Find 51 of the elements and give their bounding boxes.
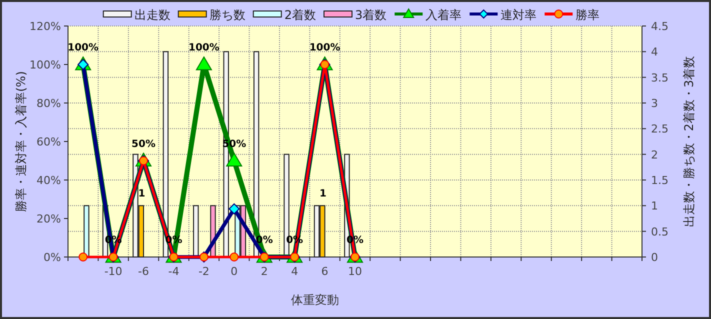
x-tick-label: 10 bbox=[348, 265, 362, 278]
y-axis-title: 勝率・連対率・入着率(%) bbox=[14, 71, 28, 212]
y-tick-label: 80% bbox=[36, 97, 61, 110]
y2-tick-label: 0.5 bbox=[651, 225, 668, 238]
x-axis-title: 体重変動 bbox=[291, 293, 339, 307]
y-tick-label: 40% bbox=[36, 174, 61, 187]
x-tick-label: -2 bbox=[198, 265, 210, 278]
legend-label: 勝ち数 bbox=[209, 8, 246, 22]
data-label: 50% bbox=[132, 138, 156, 150]
x-tick-label: 6 bbox=[321, 265, 328, 278]
point bbox=[78, 252, 88, 262]
data-label: 1 bbox=[138, 188, 146, 200]
legend-label: 勝率 bbox=[576, 8, 600, 22]
bar bbox=[84, 205, 90, 258]
y-tick-label: 0% bbox=[44, 251, 61, 264]
point bbox=[196, 56, 212, 70]
y2-tick-label: 0 bbox=[651, 251, 658, 264]
x-tick-label: 0 bbox=[230, 265, 238, 278]
legend-label: 2着数 bbox=[284, 8, 316, 22]
y-tick-label: 100% bbox=[30, 58, 61, 72]
y2-tick-label: 3.5 bbox=[651, 71, 668, 84]
point bbox=[230, 252, 239, 262]
point bbox=[226, 152, 242, 166]
bar bbox=[193, 205, 199, 258]
x-tick-label: -6 bbox=[138, 265, 150, 278]
x-tick-label: -4 bbox=[168, 265, 180, 278]
x-tick-label: -10 bbox=[104, 265, 122, 278]
legend-label: 出走数 bbox=[134, 8, 170, 22]
data-label: 100% bbox=[309, 42, 340, 54]
data-label: 0% bbox=[165, 235, 182, 246]
y2-tick-label: 4 bbox=[651, 46, 658, 59]
y2-tick-label: 2 bbox=[651, 148, 658, 162]
y2-tick-label: 3 bbox=[651, 97, 658, 110]
y2-tick-label: 4.5 bbox=[651, 20, 668, 33]
x-tick-label: 2 bbox=[260, 265, 268, 278]
data-label: 1 bbox=[319, 188, 326, 200]
y2-tick-label: 1.5 bbox=[651, 174, 668, 187]
legend-label: 連対率 bbox=[500, 8, 537, 22]
x-tick-label: 4 bbox=[291, 265, 298, 278]
point bbox=[228, 203, 240, 214]
y-tick-label: 20% bbox=[36, 212, 61, 226]
y-tick-label: 120% bbox=[30, 20, 61, 33]
data-label: 100% bbox=[188, 42, 220, 54]
legend-label: 入着率 bbox=[426, 8, 462, 22]
y2-tick-label: 1 bbox=[651, 200, 658, 213]
data-label: 0% bbox=[104, 235, 122, 246]
y2-axis-title: 出走数・勝ち数・2着数・3着数 bbox=[682, 56, 696, 228]
y-tick-label: 60% bbox=[36, 136, 61, 148]
data-label: 100% bbox=[68, 42, 99, 54]
y2-tick-label: 2.5 bbox=[651, 122, 668, 136]
legend-label: 3着数 bbox=[355, 8, 387, 22]
